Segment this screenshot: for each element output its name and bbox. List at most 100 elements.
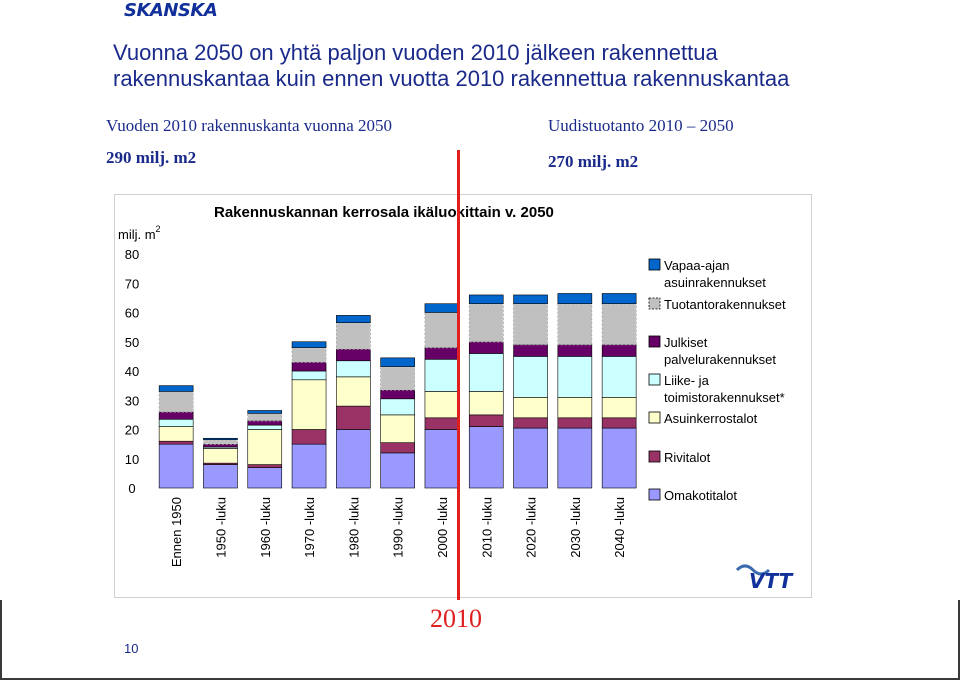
bar-segment-omakotitalot xyxy=(557,427,593,489)
x-tick-label: 1950 -luku xyxy=(213,497,228,558)
footer-panel xyxy=(0,600,960,680)
bar-segment-omakotitalot xyxy=(601,427,637,489)
legend: Omakotitalot Rivitalot Asuinkerrostalot Lii… xyxy=(648,258,786,503)
legend-label-asuinkerrostalot: Asuinkerrostalot xyxy=(664,411,758,426)
bar-segment-liike xyxy=(158,418,194,427)
x-tick-label: Ennen 1950 xyxy=(169,497,184,567)
x-axis-labels: Ennen 1950 1950 -luku 1960 -luku 1970 -luku… xyxy=(169,497,627,567)
y-tick-label: 70 xyxy=(125,276,139,291)
x-tick-label: 2040 -luku xyxy=(612,497,627,558)
bar-segment-julkiset xyxy=(158,411,194,420)
bar-segment-julkiset xyxy=(247,420,283,426)
left-info-value: 290 milj. m2 xyxy=(106,148,197,167)
legend-label-julkiset: Julkiset palvelurakennukset xyxy=(664,335,776,367)
bar-segment-liike xyxy=(557,356,593,398)
bar-segment-julkiset xyxy=(336,348,371,362)
bar-segment-rivitalot xyxy=(336,405,371,430)
y-axis: 0 10 20 30 40 50 60 70 80 xyxy=(125,247,139,496)
y-tick-label: 20 xyxy=(125,423,139,438)
page-number: 10 xyxy=(124,641,139,656)
bar-segment-omakotitalot xyxy=(203,464,238,489)
legend-swatch-asuinkerrostalot xyxy=(648,411,661,424)
bar-segment-julkiset xyxy=(291,361,327,372)
chart-frame xyxy=(114,194,812,598)
bar-segment-omakotitalot xyxy=(247,467,283,489)
bar-group xyxy=(158,293,637,489)
bar-segment-rivitalot xyxy=(247,464,283,468)
bar-segment-tuotanto xyxy=(247,412,283,422)
legend-swatch-julkiset xyxy=(648,335,661,348)
y-axis-label: milj. m2 xyxy=(118,224,161,242)
bar-segment-liike xyxy=(336,360,371,378)
legend-label-rivitalot: Rivitalot xyxy=(664,450,711,465)
bar-segment-rivitalot xyxy=(380,442,415,454)
x-tick-label: 2000 -luku xyxy=(435,497,450,558)
bar-segment-rivitalot xyxy=(468,414,504,427)
x-tick-label: 1960 -luku xyxy=(258,497,273,558)
legend-label-vapaa: Vapaa-ajan asuinrakennukset xyxy=(664,258,766,290)
bar-segment-vapaa xyxy=(424,303,460,313)
bar-segment-omakotitalot xyxy=(336,429,371,489)
y-tick-label: 10 xyxy=(125,452,139,467)
right-info-value: 270 milj. m2 xyxy=(548,152,639,171)
bar-segment-tuotanto xyxy=(202,439,238,445)
bar-segment-julkiset xyxy=(468,341,504,354)
bar-segment-vapaa xyxy=(291,341,327,348)
x-tick-label: 1990 -luku xyxy=(391,497,406,558)
bar-segment-julkiset xyxy=(424,347,460,360)
bar-segment-omakotitalot xyxy=(468,426,504,489)
bar-segment-julkiset xyxy=(203,443,238,448)
bar-segment-vapaa xyxy=(380,357,415,367)
bar-segment-asuinkerrostalot xyxy=(513,397,548,419)
year-2010-marker-line xyxy=(457,150,460,600)
bar-segment-vapaa xyxy=(601,293,637,305)
bar-segment-rivitalot xyxy=(513,417,548,429)
bar-segment-julkiset xyxy=(380,389,415,400)
legend-swatch-rivitalot xyxy=(648,450,661,463)
bar-segment-asuinkerrostalot xyxy=(291,379,327,430)
bar-segment-asuinkerrostalot xyxy=(424,391,460,419)
bar-segment-liike xyxy=(513,356,548,398)
bar-segment-asuinkerrostalot xyxy=(557,397,593,419)
vtt-logo: VTT xyxy=(735,564,794,592)
legend-label-omakotitalot: Omakotitalot xyxy=(664,488,737,503)
bar-segment-vapaa xyxy=(203,437,238,441)
bar-segment-liike xyxy=(468,353,504,392)
bar-segment-vapaa xyxy=(336,315,371,324)
bar-segment-liike xyxy=(291,370,327,381)
bar-segment-vapaa xyxy=(158,385,194,392)
bar-segment-tuotanto xyxy=(335,322,371,350)
title-line-1: Vuonna 2050 on yhtä paljon vuoden 2010 j… xyxy=(113,40,718,65)
bar-segment-asuinkerrostalot xyxy=(158,426,194,442)
bar-segment-asuinkerrostalot xyxy=(380,414,415,443)
bar-segment-rivitalot xyxy=(557,417,593,429)
vtt-wave-icon xyxy=(735,564,771,576)
bar-segment-omakotitalot xyxy=(291,443,327,489)
bar-segment-tuotanto xyxy=(601,303,637,346)
bar-segment-julkiset xyxy=(601,344,637,357)
x-tick-label: 2010 -luku xyxy=(479,497,494,558)
bar-segment-omakotitalot xyxy=(158,443,194,489)
x-tick-label: 1980 -luku xyxy=(346,497,361,558)
bar-segment-rivitalot xyxy=(291,429,327,445)
y-tick-label: 60 xyxy=(125,306,139,321)
bar-segment-omakotitalot xyxy=(513,427,548,489)
bar-segment-julkiset xyxy=(513,344,548,357)
x-tick-label: 1970 -luku xyxy=(302,497,317,558)
bar-segment-liike xyxy=(380,398,415,416)
y-tick-label: 0 xyxy=(128,481,135,496)
bar-segment-tuotanto xyxy=(513,303,549,346)
bar-segment-vapaa xyxy=(557,293,593,305)
chart-title: Rakennuskannan kerrosala ikäluokittain v… xyxy=(214,204,554,221)
bar-segment-asuinkerrostalot xyxy=(601,397,637,419)
bar-segment-vapaa xyxy=(247,410,283,414)
slide-title: Vuonna 2050 on yhtä paljon vuoden 2010 j… xyxy=(113,40,913,92)
bar-segment-omakotitalot xyxy=(424,429,460,489)
bar-segment-tuotanto xyxy=(291,347,327,363)
bar-segment-liike xyxy=(247,424,283,430)
bar-segment-liike xyxy=(424,358,460,392)
bar-segment-tuotanto xyxy=(424,312,460,349)
bar-segment-asuinkerrostalot xyxy=(203,448,238,464)
x-tick-label: 2020 -luku xyxy=(524,497,539,558)
